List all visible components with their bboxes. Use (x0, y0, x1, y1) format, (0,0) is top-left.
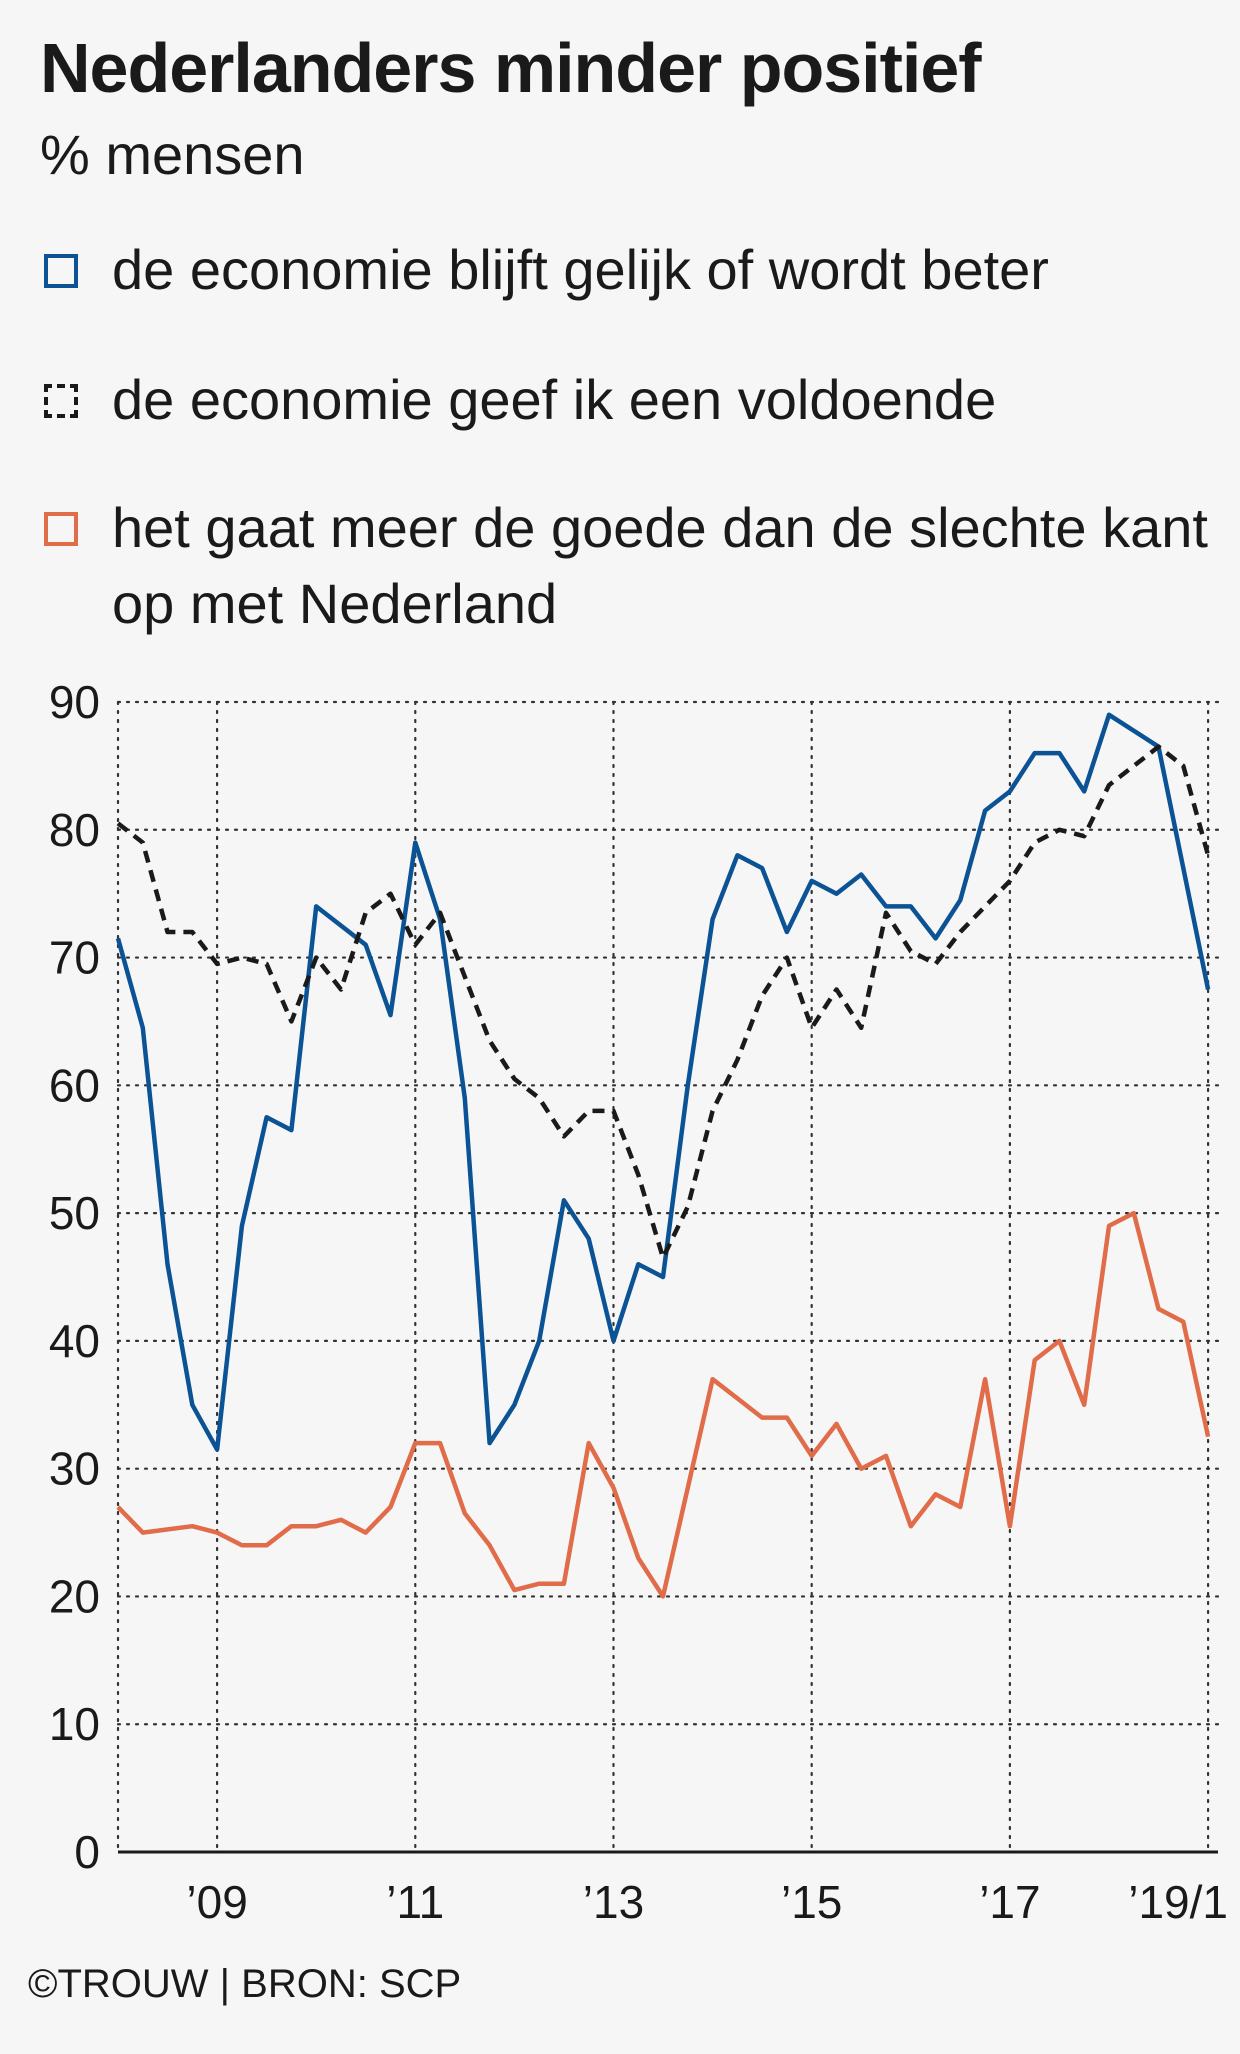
line-chart: 0 10 20 30 40 50 60 70 80 90 ’09 ’11 ’13 ’15 ’17 ’19/1 (49, 676, 1228, 1928)
axes: 0 10 20 30 40 50 60 70 80 90 ’09 ’11 ’13 ’15 ’17 ’19/1 (49, 676, 1228, 1928)
series (115, 712, 1211, 1599)
y-tick-label: 20 (49, 1570, 100, 1622)
y-tick-label: 10 (49, 1698, 100, 1750)
x-tick-label: ’09 (186, 1876, 247, 1928)
chart-title: Nederlanders minder positief (40, 29, 982, 107)
legend-label: de economie blijft gelijk of wordt beter (112, 238, 1049, 301)
x-tick-label: ’13 (583, 1876, 644, 1928)
y-tick-label: 40 (49, 1315, 100, 1367)
y-tick-label: 90 (49, 676, 100, 728)
grid (116, 700, 1220, 1854)
y-tick-label: 50 (49, 1187, 100, 1239)
y-tick-label: 70 (49, 932, 100, 984)
x-tick-label: ’11 (386, 1876, 444, 1928)
y-tick-label: 0 (74, 1826, 100, 1878)
legend-swatch-dashed (44, 384, 78, 418)
y-tick-label: 60 (49, 1059, 100, 1111)
legend-swatch-blue (44, 254, 78, 288)
x-tick-label: ’17 (979, 1876, 1040, 1928)
series-line-3 (116, 1210, 1211, 1599)
series-line-2 (116, 744, 1211, 1261)
legend-label: het gaat meer de goede dan de slechte ka… (112, 496, 1208, 635)
y-tick-label: 80 (49, 804, 100, 856)
legend-swatch-orange (44, 512, 78, 546)
chart-subtitle: % mensen (40, 123, 305, 186)
x-tick-label: ’19/1 (1128, 1876, 1228, 1928)
x-tick-label: ’15 (781, 1876, 842, 1928)
source-credit: ©TROUW | BRON: SCP (28, 1962, 462, 2006)
legend-label: de economie geef ik een voldoende (112, 368, 997, 431)
series-line-1 (115, 712, 1211, 1452)
y-tick-label: 30 (49, 1443, 100, 1495)
